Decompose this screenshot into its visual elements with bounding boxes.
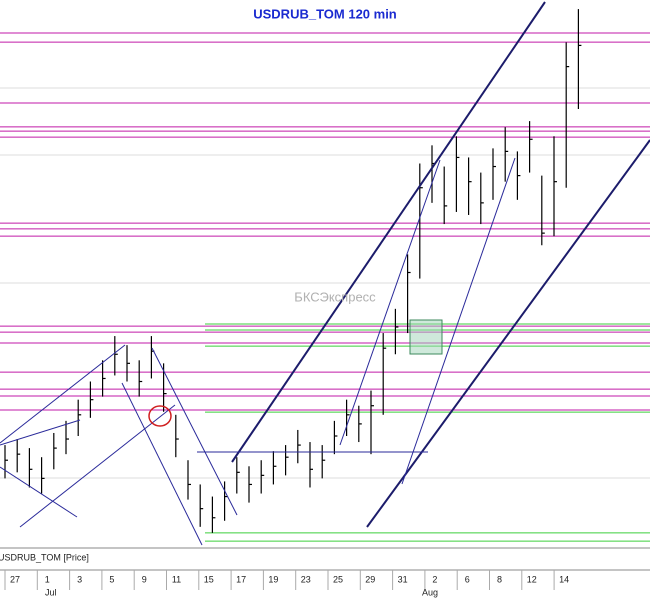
x-tick-label: 1 [45,574,50,584]
x-tick-label: 25 [333,574,343,584]
bars [4,9,582,533]
x-tick-label: 8 [497,574,502,584]
x-tick-label: 31 [398,574,408,584]
x-axis: 27 1 3 5 9 11 15 17 19 23 25 29 31 2 6 8 12 14 Jul Aug [4,570,569,597]
x-tick-label: 27 [10,574,20,584]
chart-title: USDRUB_TOM 120 min [253,6,397,21]
trend-lines [231,1,650,528]
x-tick-label: 11 [172,574,181,584]
channel-lines [0,157,516,546]
x-tick-label: 19 [268,574,278,584]
x-tick-label: 12 [527,574,537,584]
x-tick-label: 14 [559,574,569,584]
x-tick-label: 29 [365,574,375,584]
x-tick-label: 6 [465,574,470,584]
marker-circle [148,405,172,427]
x-tick-label: 9 [142,574,147,584]
x-tick-label: 3 [77,574,82,584]
x-tick-label: 17 [236,574,246,584]
month-label: Aug [422,587,438,597]
month-label: Jul [45,587,57,597]
x-tick-label: 5 [109,574,114,584]
x-tick-label: 2 [432,574,437,584]
watermark: БКСЭкспресс [294,289,376,304]
grid [0,87,650,479]
x-tick-label: 23 [301,574,311,584]
highlight-box [409,319,443,355]
series-label: USDRUB_TOM [Price] [0,552,89,562]
x-tick-label: 15 [204,574,214,584]
